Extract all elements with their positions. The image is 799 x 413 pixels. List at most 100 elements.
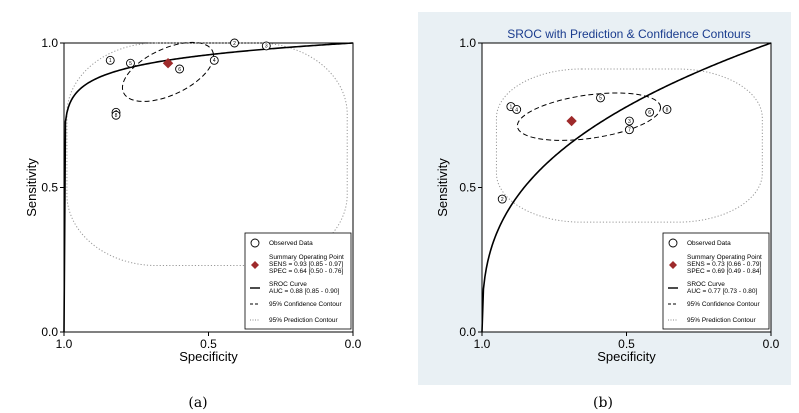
observed-point: 7	[624, 125, 634, 135]
x-tick-label: 1.0	[56, 337, 73, 351]
panel-a-y-axis-title: Sensitivity	[24, 158, 39, 217]
x-tick-label: 1.0	[474, 337, 491, 351]
observed-point-marker	[512, 105, 522, 114]
observed-point: 2	[497, 194, 507, 204]
y-tick-label: 0.5	[41, 181, 58, 195]
legend-observed-label: Observed Data	[269, 240, 313, 247]
observed-point: 1	[105, 55, 115, 65]
observed-point-label: 5	[599, 96, 602, 102]
y-tick-label: 0.0	[459, 325, 476, 339]
panel-b-sroc-curve-layer	[481, 42, 772, 333]
panel-b-legend: Observed Data Summary Operating PointSENS…	[662, 232, 770, 330]
panel-a-y-ticks: 0.0 0.5 1.0	[41, 36, 64, 339]
observed-point: 2	[230, 38, 239, 48]
x-tick-label: 0.0	[345, 337, 362, 351]
panel-b-observed-points-layer: 1 2 3 4 5 6 7 8	[497, 93, 672, 204]
observed-point-label: 1	[510, 104, 513, 110]
observed-point-label: 7	[628, 128, 631, 134]
observed-point-marker	[126, 58, 135, 68]
observed-point-marker	[497, 194, 507, 204]
sroc-curve	[63, 42, 354, 333]
legend-observed-symbol	[668, 238, 678, 248]
observed-point: 6	[175, 64, 185, 74]
observed-point-marker	[662, 105, 672, 114]
sroc-curve	[481, 42, 772, 333]
panel-b-x-axis-title: Specificity	[597, 349, 656, 364]
observed-point: 4	[209, 55, 219, 65]
observed-point: 6	[645, 107, 655, 117]
observed-point-label: 6	[648, 110, 651, 116]
observed-point-marker	[596, 93, 605, 103]
panel-a-x-axis-title: Specificity	[179, 349, 238, 364]
legend-observed-symbol	[250, 238, 260, 248]
legend-sroc-title: SROC Curve	[687, 281, 725, 288]
x-tick-label: 0.5	[200, 337, 217, 351]
summary-operating-point	[566, 115, 577, 127]
y-tick-label: 0.0	[41, 325, 58, 339]
observed-point-label: 5	[129, 61, 132, 67]
legend-sop-sens: SENS = 0.93 [0.85 - 0.97]	[269, 261, 343, 268]
legend-sop-title: Summary Operating Point	[687, 254, 762, 261]
observed-point-marker	[175, 64, 185, 74]
observed-point: 3	[261, 41, 271, 51]
panel-a-confidence-contour-layer	[121, 41, 215, 102]
legend-box	[244, 232, 352, 330]
observed-point: 8	[111, 110, 121, 120]
observed-point-label: 8	[666, 107, 669, 113]
confidence-contour	[121, 41, 215, 102]
observed-point-marker	[209, 55, 219, 65]
panel-b-summary-layer	[566, 115, 577, 127]
observed-point-marker	[645, 107, 655, 117]
observed-point: 4	[512, 105, 522, 114]
x-tick-label: 0.5	[618, 337, 635, 351]
prediction-contour	[66, 42, 348, 267]
observed-point-label: 1	[109, 58, 112, 64]
observed-point-label: 3	[628, 119, 631, 125]
legend-box	[662, 232, 770, 330]
observed-point-label: 4	[515, 107, 518, 113]
observed-point-marker	[105, 55, 115, 65]
observed-point-label: 6	[178, 67, 181, 73]
panel-b-title: SROC with Prediction & Confidence Contou…	[507, 27, 750, 41]
legend-sop-spec: SPEC = 0.64 [0.50 - 0.76]	[269, 268, 343, 275]
confidence-contour	[516, 92, 662, 141]
y-tick-label: 1.0	[41, 36, 58, 50]
y-tick-label: 1.0	[459, 36, 476, 50]
panel-a-summary-layer	[162, 58, 174, 69]
legend-summary-symbol	[251, 261, 259, 269]
observed-point-marker	[111, 110, 121, 120]
observed-point-marker	[261, 41, 271, 51]
x-tick-label: 0.0	[763, 337, 780, 351]
legend-sroc-title: SROC Curve	[269, 281, 307, 288]
observed-point-label: 2	[501, 197, 504, 203]
panel-b-y-ticks: 0.0 0.5 1.0	[459, 36, 482, 339]
legend-sroc-auc: AUC = 0.88 [0.85 - 0.90]	[269, 288, 339, 295]
panel-a-sroc-curve-layer	[63, 42, 354, 333]
prediction-contour	[495, 68, 763, 223]
legend-observed-label: Observed Data	[687, 240, 731, 247]
summary-operating-point	[162, 58, 174, 69]
observed-point: 5	[126, 58, 135, 68]
observed-point-marker	[624, 125, 634, 135]
observed-point-marker	[624, 116, 634, 126]
observed-point-marker	[230, 38, 239, 48]
legend-sop-spec: SPEC = 0.69 [0.49 - 0.84]	[687, 268, 761, 275]
legend-confidence-label: 95% Confidence Contour	[687, 301, 760, 308]
observed-point: 3	[624, 116, 634, 126]
panel-b-prediction-contour-layer	[495, 68, 763, 223]
panel-a-legend: Observed Data Summary Operating PointSENS…	[244, 232, 352, 330]
panel-b: SROC with Prediction & Confidence Contou…	[418, 12, 791, 411]
panel-a-prediction-contour-layer	[66, 42, 348, 267]
legend-confidence-label: 95% Confidence Contour	[269, 301, 342, 308]
legend-sop-title: Summary Operating Point	[269, 254, 344, 261]
legend-summary-symbol	[669, 261, 677, 269]
observed-point: 8	[662, 105, 672, 114]
panel-b-confidence-contour-layer	[516, 92, 662, 141]
legend-prediction-label: 95% Prediction Contour	[687, 317, 756, 324]
panel-b-caption: (b)	[593, 395, 613, 411]
observed-point-label: 4	[213, 58, 216, 64]
observed-point-label: 2	[233, 41, 236, 47]
